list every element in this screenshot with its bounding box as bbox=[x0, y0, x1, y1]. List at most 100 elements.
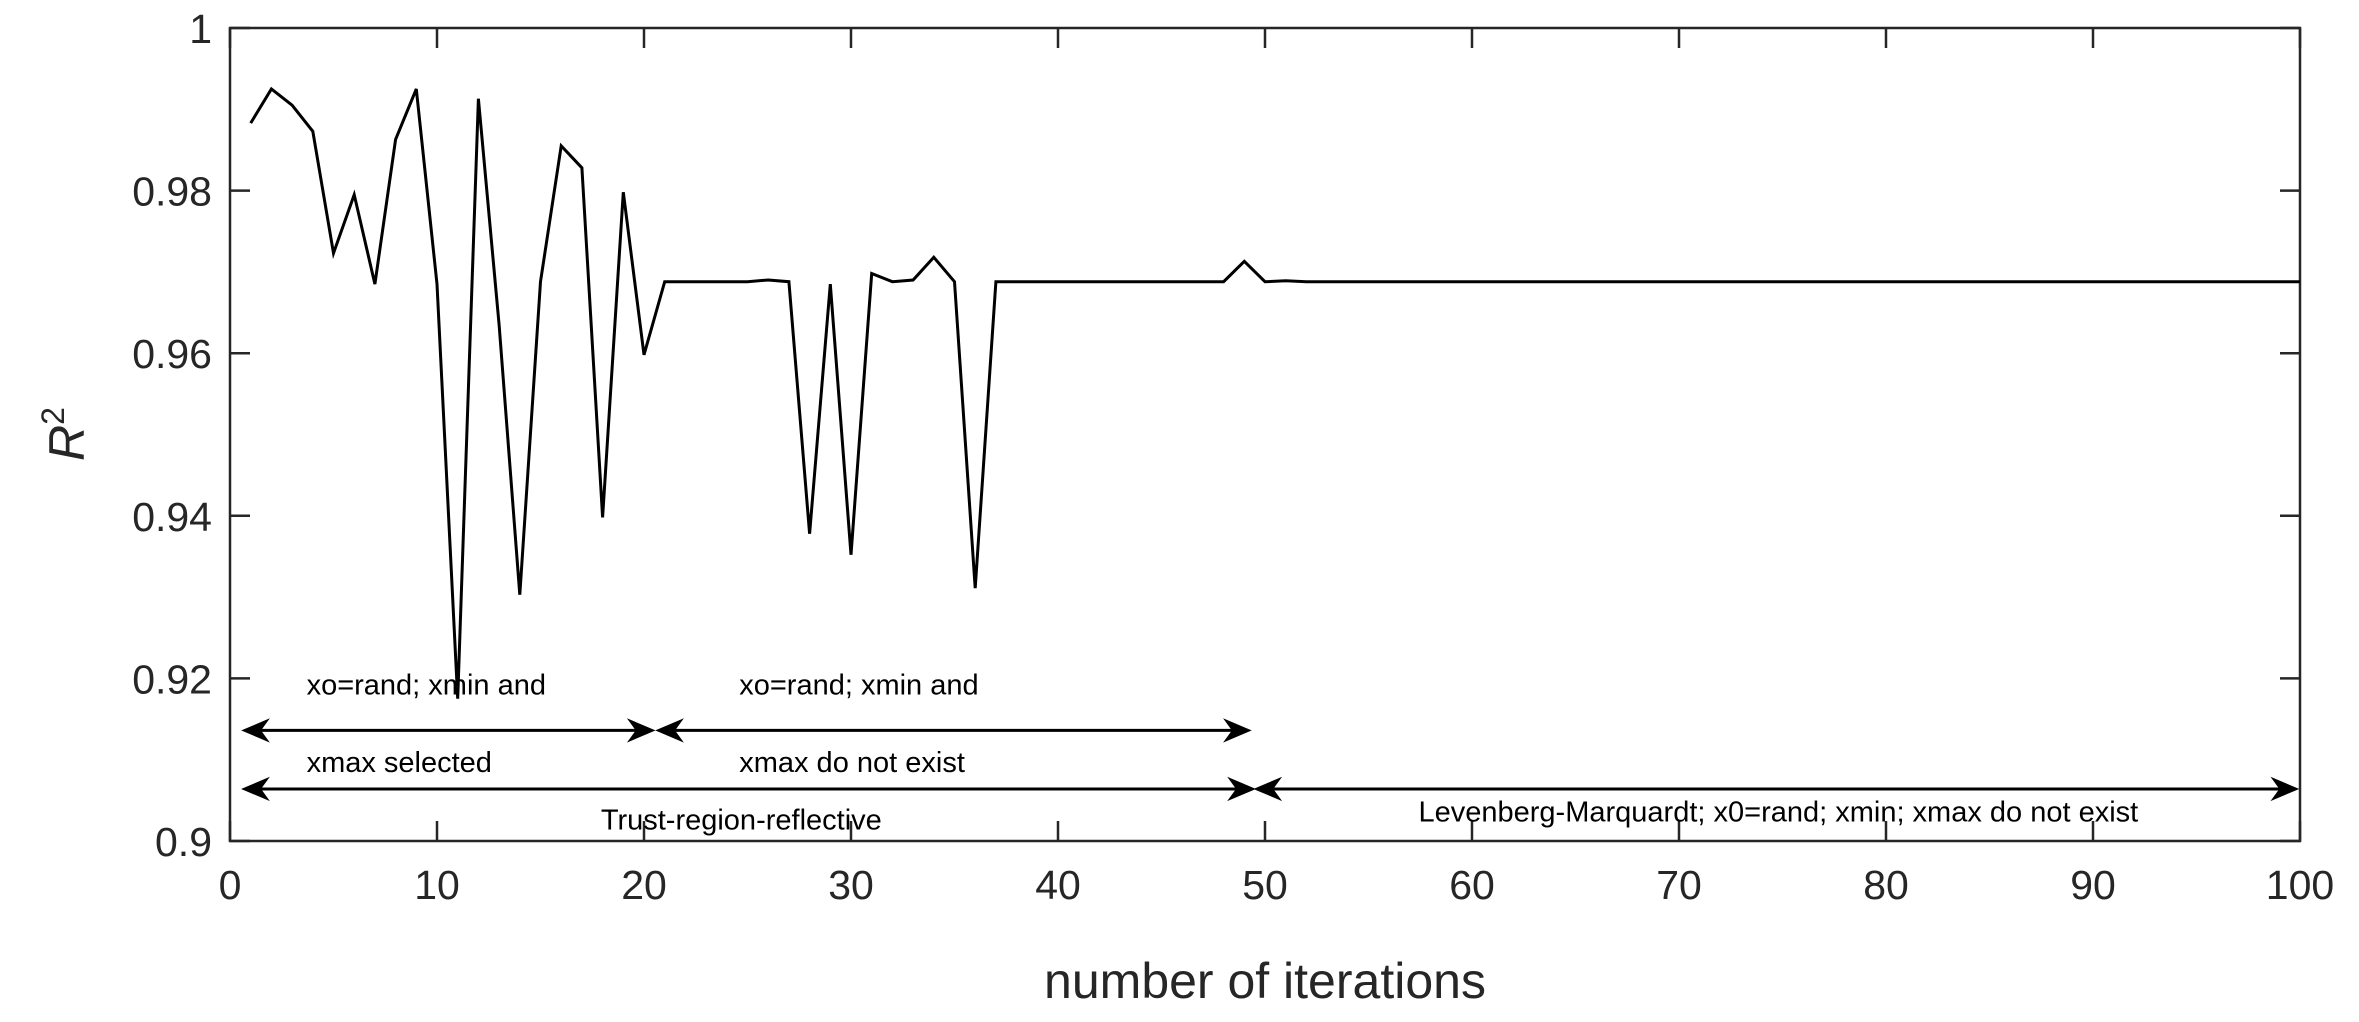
x-tick-label: 20 bbox=[621, 862, 667, 908]
data-point bbox=[2092, 280, 2095, 283]
data-point bbox=[498, 323, 501, 326]
data-point bbox=[1388, 280, 1391, 283]
data-point bbox=[2278, 280, 2281, 283]
data-point bbox=[2299, 280, 2302, 283]
data-point bbox=[2257, 280, 2260, 283]
data-point bbox=[705, 280, 708, 283]
data-point bbox=[2154, 280, 2157, 283]
x-tick-label: 60 bbox=[1449, 862, 1495, 908]
data-point bbox=[912, 279, 915, 282]
data-point bbox=[2029, 280, 2032, 283]
y-axis-title-base: R bbox=[39, 425, 95, 461]
data-point bbox=[1160, 280, 1163, 283]
data-point bbox=[353, 193, 356, 196]
data-point bbox=[891, 280, 894, 283]
x-tick-label: 90 bbox=[2070, 862, 2116, 908]
x-tick-label: 80 bbox=[1863, 862, 1909, 908]
data-point bbox=[2009, 280, 2012, 283]
data-point bbox=[373, 283, 376, 286]
data-point bbox=[249, 122, 252, 125]
data-point bbox=[1843, 280, 1846, 283]
data-point bbox=[663, 280, 666, 283]
data-point bbox=[1553, 280, 1556, 283]
data-point bbox=[1988, 280, 1991, 283]
data-point bbox=[1491, 280, 1494, 283]
data-point bbox=[1947, 280, 1950, 283]
y-tick-label: 1 bbox=[189, 6, 212, 52]
data-point bbox=[1077, 280, 1080, 283]
data-point bbox=[1326, 280, 1329, 283]
data-point bbox=[1740, 280, 1743, 283]
x-axis-title: number of iterations bbox=[1044, 953, 1486, 1009]
arrow-head bbox=[1227, 776, 1256, 802]
data-point bbox=[684, 280, 687, 283]
data-point bbox=[1905, 280, 1908, 283]
y-tick-label: 0.96 bbox=[132, 331, 212, 377]
data-point bbox=[415, 87, 418, 90]
data-point bbox=[725, 280, 728, 283]
data-point bbox=[1595, 280, 1598, 283]
data-point bbox=[1305, 280, 1308, 283]
data-point bbox=[2050, 280, 2053, 283]
x-tick-label: 70 bbox=[1656, 862, 1702, 908]
data-point bbox=[1098, 280, 1101, 283]
arrow-head bbox=[241, 718, 270, 743]
data-point bbox=[622, 191, 625, 194]
data-point bbox=[2216, 280, 2219, 283]
data-point bbox=[932, 256, 935, 259]
data-point bbox=[1367, 280, 1370, 283]
data-point bbox=[1284, 279, 1287, 282]
annot-levenberg: Levenberg-Marquardt; x0=rand; xmin; xmax… bbox=[1253, 776, 2300, 828]
r2-series-line bbox=[249, 86, 2300, 699]
data-point bbox=[1636, 280, 1639, 283]
data-point bbox=[332, 252, 335, 255]
arrow-head bbox=[1253, 776, 1283, 802]
y-axis-title: R2 bbox=[35, 407, 95, 461]
data-point bbox=[1243, 260, 1246, 263]
data-point bbox=[601, 516, 604, 519]
data-point bbox=[1864, 280, 1867, 283]
data-point bbox=[560, 144, 563, 147]
annot-trust-region-text: Trust-region-reflective bbox=[601, 805, 882, 837]
data-point bbox=[1781, 280, 1784, 283]
y-tick-label: 0.98 bbox=[132, 169, 212, 215]
annot-xo-rand-not-exist-text: xmax do not exist bbox=[739, 747, 965, 779]
y-ticks: 0.9 0.92 0.94 0.96 0.98 1 bbox=[132, 6, 2300, 865]
x-tick-label: 30 bbox=[828, 862, 874, 908]
data-point bbox=[1471, 280, 1474, 283]
y-axis-title-superscript: 2 bbox=[35, 407, 71, 425]
data-point bbox=[1139, 280, 1142, 283]
data-point bbox=[974, 587, 977, 590]
data-point bbox=[1802, 280, 1805, 283]
data-point bbox=[870, 272, 873, 275]
annot-levenberg-text: Levenberg-Marquardt; x0=rand; xmin; xmax… bbox=[1419, 796, 2139, 828]
data-point bbox=[1698, 280, 1701, 283]
data-point bbox=[1760, 280, 1763, 283]
data-point bbox=[477, 97, 480, 100]
data-point bbox=[1181, 280, 1184, 283]
plot-frame bbox=[228, 26, 2302, 843]
data-point bbox=[1822, 280, 1825, 283]
arrow-head bbox=[241, 776, 270, 802]
arrow-head bbox=[1223, 718, 1252, 743]
data-point bbox=[643, 353, 646, 356]
data-point bbox=[1119, 280, 1122, 283]
data-point bbox=[1201, 280, 1204, 283]
annot-xo-rand-selected-text: xo=rand; xmin and bbox=[307, 670, 546, 702]
data-point bbox=[2112, 280, 2115, 283]
data-point bbox=[1036, 280, 1039, 283]
data-point bbox=[291, 104, 294, 107]
data-point bbox=[1657, 280, 1660, 283]
data-point bbox=[1615, 280, 1618, 283]
data-point bbox=[1450, 280, 1453, 283]
data-point bbox=[1678, 280, 1681, 283]
x-tick-label: 0 bbox=[219, 862, 242, 908]
annot-trust-region: Trust-region-reflective bbox=[241, 776, 1256, 837]
data-point bbox=[1264, 280, 1267, 283]
data-point bbox=[518, 593, 521, 596]
data-point bbox=[808, 532, 811, 535]
arrow-head bbox=[626, 718, 656, 743]
data-point bbox=[1719, 280, 1722, 283]
data-point bbox=[580, 166, 583, 169]
